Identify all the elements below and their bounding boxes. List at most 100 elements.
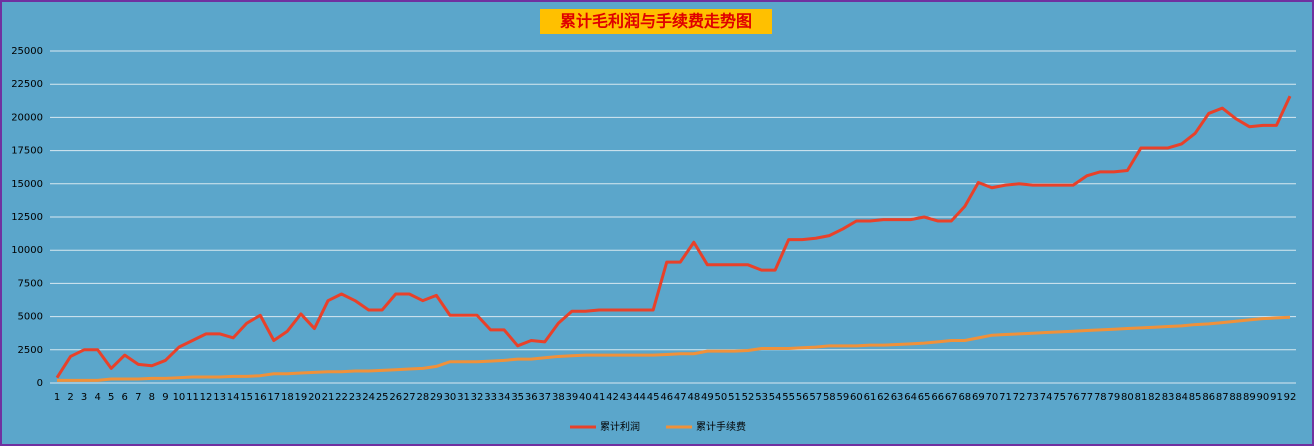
x-tick-label: 37 <box>538 392 551 403</box>
x-tick-label: 13 <box>213 392 226 403</box>
x-tick-label: 59 <box>837 392 850 403</box>
x-tick-label: 50 <box>715 392 728 403</box>
x-tick-label: 69 <box>972 392 985 403</box>
x-tick-label: 8 <box>149 392 155 403</box>
x-tick-label: 61 <box>864 392 877 403</box>
x-tick-label: 27 <box>403 392 416 403</box>
x-tick-label: 68 <box>958 392 971 403</box>
x-tick-label: 70 <box>986 392 999 403</box>
x-tick-label: 6 <box>122 392 128 403</box>
y-tick-label: 7500 <box>18 278 43 289</box>
x-tick-label: 81 <box>1135 392 1148 403</box>
x-tick-label: 74 <box>1040 392 1053 403</box>
x-tick-label: 12 <box>200 392 213 403</box>
x-tick-label: 51 <box>728 392 741 403</box>
y-tick-label: 25000 <box>11 46 43 57</box>
x-tick-label: 41 <box>593 392 606 403</box>
y-tick-label: 22500 <box>11 79 43 90</box>
chart-title: 累计毛利润与手续费走势图 <box>560 12 752 31</box>
x-tick-label: 85 <box>1189 392 1202 403</box>
legend-label: 累计利润 <box>600 420 640 433</box>
x-tick-label: 83 <box>1162 392 1175 403</box>
y-tick-label: 0 <box>37 378 43 389</box>
x-tick-label: 20 <box>308 392 321 403</box>
legend-label: 累计手续费 <box>696 420 746 433</box>
y-tick-label: 5000 <box>18 312 43 323</box>
y-tick-label: 12500 <box>11 212 43 223</box>
x-tick-label: 1 <box>54 392 60 403</box>
x-tick-label: 11 <box>186 392 199 403</box>
x-tick-label: 60 <box>850 392 863 403</box>
x-tick-label: 86 <box>1202 392 1215 403</box>
x-tick-label: 7 <box>135 392 141 403</box>
x-tick-label: 40 <box>579 392 592 403</box>
x-tick-label: 43 <box>620 392 633 403</box>
x-tick-label: 16 <box>254 392 267 403</box>
x-tick-label: 77 <box>1080 392 1093 403</box>
x-tick-label: 53 <box>755 392 768 403</box>
x-tick-label: 26 <box>389 392 402 403</box>
x-tick-label: 90 <box>1257 392 1270 403</box>
x-tick-label: 78 <box>1094 392 1107 403</box>
x-tick-label: 65 <box>918 392 931 403</box>
x-tick-label: 58 <box>823 392 836 403</box>
x-tick-label: 34 <box>498 392 511 403</box>
y-tick-label: 17500 <box>11 146 43 157</box>
x-tick-label: 14 <box>227 392 240 403</box>
y-tick-label: 2500 <box>18 345 43 356</box>
y-tick-label: 15000 <box>11 179 43 190</box>
x-tick-label: 75 <box>1053 392 1066 403</box>
x-tick-label: 73 <box>1026 392 1039 403</box>
x-tick-label: 72 <box>1013 392 1026 403</box>
x-tick-label: 84 <box>1175 392 1188 403</box>
x-tick-label: 64 <box>904 392 917 403</box>
x-tick-label: 30 <box>444 392 457 403</box>
x-tick-label: 63 <box>891 392 904 403</box>
x-tick-label: 66 <box>931 392 944 403</box>
x-tick-label: 49 <box>701 392 714 403</box>
x-tick-label: 79 <box>1107 392 1120 403</box>
x-tick-label: 9 <box>162 392 168 403</box>
x-tick-label: 48 <box>687 392 700 403</box>
x-tick-label: 80 <box>1121 392 1134 403</box>
y-tick-label: 20000 <box>11 112 43 123</box>
x-tick-label: 38 <box>552 392 565 403</box>
x-tick-label: 23 <box>349 392 362 403</box>
x-tick-label: 15 <box>240 392 253 403</box>
x-tick-label: 46 <box>660 392 673 403</box>
x-tick-label: 92 <box>1284 392 1297 403</box>
x-tick-label: 10 <box>173 392 186 403</box>
x-tick-label: 4 <box>94 392 100 403</box>
x-tick-label: 28 <box>416 392 429 403</box>
x-tick-label: 31 <box>457 392 470 403</box>
x-tick-label: 19 <box>295 392 308 403</box>
x-tick-label: 24 <box>362 392 375 403</box>
x-tick-label: 54 <box>769 392 782 403</box>
x-tick-label: 36 <box>525 392 538 403</box>
x-tick-label: 25 <box>376 392 389 403</box>
x-tick-label: 22 <box>335 392 348 403</box>
x-tick-label: 89 <box>1243 392 1256 403</box>
x-tick-label: 91 <box>1270 392 1283 403</box>
x-tick-label: 5 <box>108 392 114 403</box>
series-line <box>55 95 1292 379</box>
x-tick-label: 76 <box>1067 392 1080 403</box>
x-tick-label: 88 <box>1229 392 1242 403</box>
title-box <box>540 9 772 34</box>
x-tick-label: 21 <box>322 392 335 403</box>
x-tick-label: 17 <box>267 392 280 403</box>
x-tick-label: 71 <box>999 392 1012 403</box>
x-tick-label: 56 <box>796 392 809 403</box>
y-tick-label: 10000 <box>11 245 43 256</box>
x-tick-label: 18 <box>281 392 294 403</box>
x-tick-label: 2 <box>67 392 73 403</box>
x-tick-label: 47 <box>674 392 687 403</box>
x-tick-label: 3 <box>81 392 87 403</box>
x-tick-label: 32 <box>471 392 484 403</box>
x-tick-label: 33 <box>484 392 497 403</box>
x-tick-label: 52 <box>742 392 755 403</box>
x-tick-label: 82 <box>1148 392 1161 403</box>
